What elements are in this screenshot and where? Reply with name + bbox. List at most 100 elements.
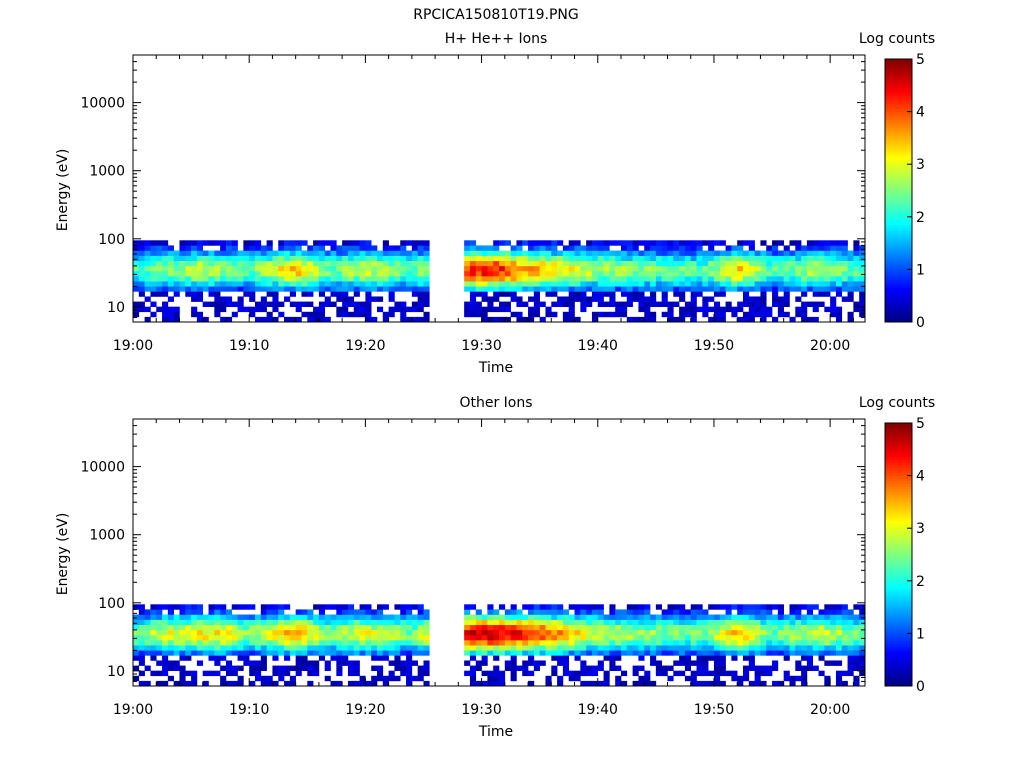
heatmap-cell	[208, 655, 215, 661]
heatmap-cell	[835, 276, 843, 282]
heatmap-cell	[545, 604, 552, 610]
heatmap-cell	[278, 619, 285, 626]
heatmap-cell	[626, 640, 633, 646]
heatmap-cell	[202, 624, 209, 631]
heatmap-cell	[644, 675, 651, 682]
heatmap-cell	[644, 640, 651, 646]
heatmap-cell	[725, 276, 732, 282]
heatmap-cell	[382, 655, 389, 661]
heatmap-cell	[574, 614, 581, 620]
heatmap-cell	[179, 624, 186, 631]
heatmap-cell	[766, 306, 773, 313]
heatmap-cell	[644, 276, 651, 282]
heatmap-cell	[266, 629, 273, 636]
heatmap-cell	[342, 629, 349, 636]
heatmap-cell	[400, 660, 407, 666]
heatmap-cell	[795, 311, 802, 318]
heatmap-cell	[371, 316, 378, 323]
heatmap-cell	[406, 624, 413, 631]
heatmap-cell	[156, 286, 163, 292]
heatmap-cell	[272, 604, 279, 610]
heatmap-cell	[499, 634, 506, 641]
heatmap-cell	[684, 265, 692, 272]
heatmap-cell	[824, 306, 831, 313]
heatmap-cell	[353, 281, 360, 287]
heatmap-cell	[237, 665, 244, 671]
heatmap-cell	[812, 270, 819, 277]
heatmap-cell	[347, 604, 355, 610]
heatmap-cell	[772, 260, 779, 267]
heatmap-cell	[353, 265, 360, 272]
heatmap-cell	[150, 291, 157, 297]
heatmap-cell	[220, 614, 227, 620]
heatmap-cell	[167, 316, 174, 323]
colorbar-swatch	[885, 520, 912, 524]
heatmap-cell	[318, 311, 326, 318]
heatmap-cell	[667, 286, 674, 292]
heatmap-cell	[772, 680, 779, 687]
heatmap-cell	[382, 265, 389, 272]
colorbar-swatch	[885, 77, 912, 81]
heatmap-cell	[365, 286, 372, 292]
heatmap-cell	[632, 614, 639, 620]
heatmap-cell	[650, 634, 657, 641]
heatmap-cell	[411, 614, 418, 620]
heatmap-cell	[760, 276, 767, 282]
heatmap-cell	[650, 316, 657, 323]
heatmap-cell	[835, 670, 843, 677]
heatmap-cell	[196, 640, 204, 646]
heatmap-cell	[225, 670, 233, 677]
heatmap-cell	[150, 281, 157, 287]
heatmap-cell	[138, 660, 145, 666]
heatmap-cell	[702, 311, 709, 318]
heatmap-cell	[626, 245, 633, 251]
heatmap-cell	[255, 240, 262, 246]
heatmap-cell	[202, 265, 209, 272]
heatmap-cell	[196, 609, 204, 615]
heatmap-cell	[818, 265, 825, 272]
heatmap-cell	[667, 624, 674, 631]
heatmap-cell	[138, 281, 145, 287]
heatmap-cell	[167, 245, 174, 251]
heatmap-cell	[743, 670, 750, 677]
heatmap-cell	[516, 311, 523, 318]
heatmap-cell	[696, 665, 703, 671]
heatmap-cell	[289, 640, 296, 646]
x-tick-label: 20:00	[810, 338, 850, 354]
heatmap-cell	[487, 604, 494, 610]
heatmap-cell	[162, 281, 169, 287]
heatmap-cell	[603, 276, 610, 282]
heatmap-cell	[342, 265, 349, 272]
heatmap-cell	[603, 655, 610, 661]
heatmap-cell	[696, 281, 703, 287]
heatmap-cell	[615, 306, 622, 313]
heatmap-cell	[138, 614, 145, 620]
heatmap-cell	[609, 301, 616, 307]
heatmap-cell	[696, 645, 703, 651]
heatmap-cell	[394, 265, 401, 272]
heatmap-cell	[562, 316, 570, 323]
heatmap-cell	[539, 286, 546, 292]
heatmap-cell	[330, 614, 337, 620]
heatmap-cell	[504, 250, 511, 256]
colorbar-swatch	[885, 74, 912, 78]
heatmap-cell	[748, 645, 755, 651]
heatmap-cell	[539, 316, 546, 323]
heatmap-cell	[528, 670, 535, 677]
heatmap-cell	[713, 316, 721, 323]
heatmap-cell	[818, 670, 825, 677]
heatmap-cell	[853, 255, 860, 262]
heatmap-cell	[284, 245, 291, 251]
colorbar-swatch	[885, 646, 912, 650]
heatmap-cell	[220, 675, 227, 682]
colorbar-swatch	[885, 562, 912, 566]
colorbar-swatch	[885, 206, 912, 210]
heatmap-cell	[731, 270, 738, 277]
heatmap-cell	[150, 629, 157, 636]
heatmap-cell	[202, 634, 209, 641]
heatmap-cell	[301, 281, 308, 287]
heatmap-cell	[371, 624, 378, 631]
heatmap-cell	[243, 245, 250, 251]
heatmap-cell	[510, 255, 517, 262]
heatmap-cell	[173, 640, 180, 646]
